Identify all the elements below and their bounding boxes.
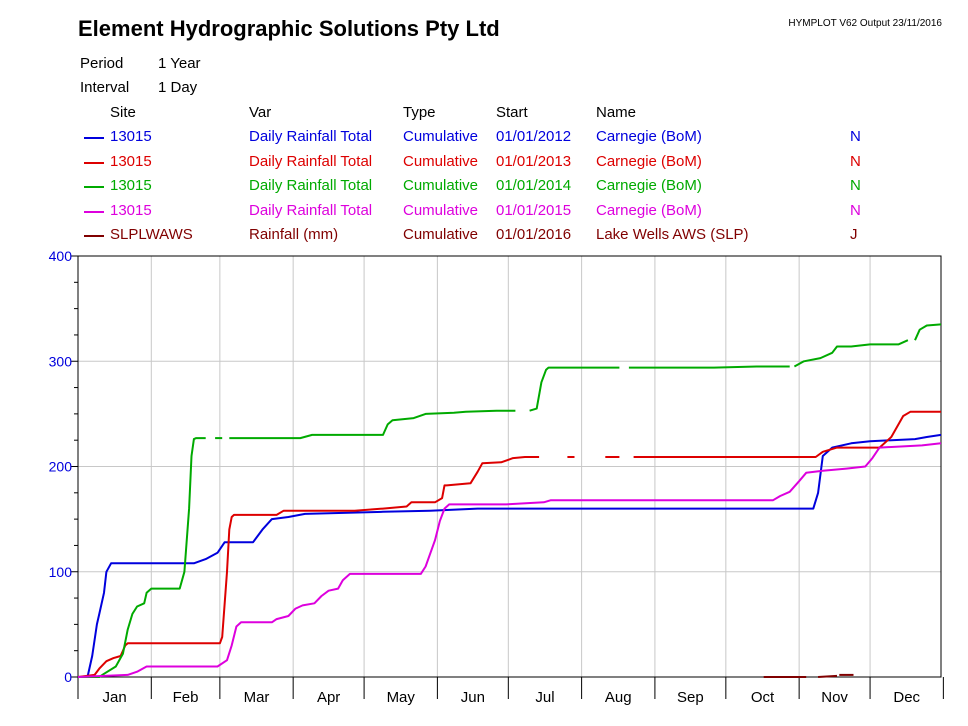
legend-header-start: Start: [496, 104, 528, 121]
x-tick-label: Jun: [461, 689, 485, 706]
legend-swatch: [84, 137, 104, 139]
y-tick-label: 300: [49, 353, 73, 369]
x-tick-label: Dec: [893, 689, 920, 706]
legend-header-name: Name: [596, 104, 637, 121]
legend-var: Rainfall (mm): [249, 226, 339, 243]
legend-name: Carnegie (BoM): [596, 177, 702, 194]
x-tick-label: Jan: [103, 689, 127, 706]
x-tick-label: May: [387, 689, 416, 706]
x-tick-label: Aug: [605, 689, 632, 706]
interval-value: 1 Day: [158, 79, 198, 96]
x-tick-label: Apr: [317, 689, 340, 706]
legend-flag: N: [850, 152, 861, 170]
series-line: [529, 366, 620, 412]
legend-start: 01/01/2016: [496, 226, 572, 243]
legend-name: Lake Wells AWS (SLP): [596, 226, 749, 243]
legend-flag: N: [850, 201, 861, 219]
series-line: [77, 442, 942, 678]
legend-name: Carnegie (BoM): [596, 201, 702, 219]
legend-type: Cumulative: [403, 226, 479, 243]
legend-site: 13015: [110, 201, 152, 219]
y-tick-label: 200: [49, 459, 73, 475]
x-tick-label: Mar: [244, 689, 270, 706]
legend-site: SLPLWAWS: [110, 226, 193, 243]
output-stamp: HYMPLOT V62 Output 23/11/2016: [788, 18, 942, 29]
legend-header-type: Type: [403, 104, 436, 121]
series-line: [77, 456, 540, 678]
legend-name: Carnegie (BoM): [596, 128, 702, 145]
legend-flag: N: [850, 177, 861, 194]
legend-start: 01/01/2013: [496, 152, 572, 170]
legend-swatch: [84, 235, 104, 237]
legend-swatch: [84, 186, 104, 188]
legend-var: Daily Rainfall Total: [249, 201, 373, 219]
x-tick-label: Jul: [535, 689, 554, 706]
legend-flag: N: [850, 128, 861, 145]
interval-label: Interval: [80, 79, 130, 96]
series-line: [78, 437, 206, 678]
legend-var: Daily Rainfall Total: [249, 128, 373, 145]
x-tick-label: Nov: [821, 689, 848, 706]
legend-header-var: Var: [249, 104, 272, 121]
legend-name: Carnegie (BoM): [596, 152, 702, 170]
series-line: [628, 365, 790, 369]
legend-type: Cumulative: [403, 201, 479, 219]
period-value: 1 Year: [158, 55, 201, 72]
legend-start: 01/01/2015: [496, 201, 572, 219]
legend-site: 13015: [110, 152, 152, 170]
legend-site: 13015: [110, 177, 152, 194]
legend-start: 01/01/2014: [496, 177, 572, 194]
y-tick-label: 0: [64, 669, 72, 685]
period-label: Period: [80, 55, 124, 72]
legend-swatch: [84, 210, 104, 213]
page-title: Element Hydrographic Solutions Pty Ltd: [78, 16, 500, 41]
series-line: [818, 674, 838, 678]
series-line: [914, 323, 942, 341]
series-line: [229, 409, 516, 440]
y-tick-label: 400: [49, 248, 73, 264]
series-line: [633, 410, 941, 458]
legend-type: Cumulative: [403, 177, 479, 194]
x-tick-label: Sep: [677, 689, 704, 706]
legend-site: 13015: [110, 128, 152, 145]
legend-var: Daily Rainfall Total: [249, 152, 373, 170]
legend-start: 01/01/2012: [496, 128, 572, 145]
y-tick-label: 100: [49, 564, 73, 580]
legend-header-site: Site: [110, 104, 136, 121]
x-tick-label: Feb: [173, 689, 199, 706]
x-tick-label: Oct: [751, 689, 775, 706]
series-line: [793, 339, 909, 368]
legend-flag: J: [850, 226, 858, 243]
legend-type: Cumulative: [403, 152, 479, 170]
legend-type: Cumulative: [403, 128, 479, 145]
legend-var: Daily Rainfall Total: [249, 177, 373, 194]
legend-swatch: [84, 161, 104, 164]
